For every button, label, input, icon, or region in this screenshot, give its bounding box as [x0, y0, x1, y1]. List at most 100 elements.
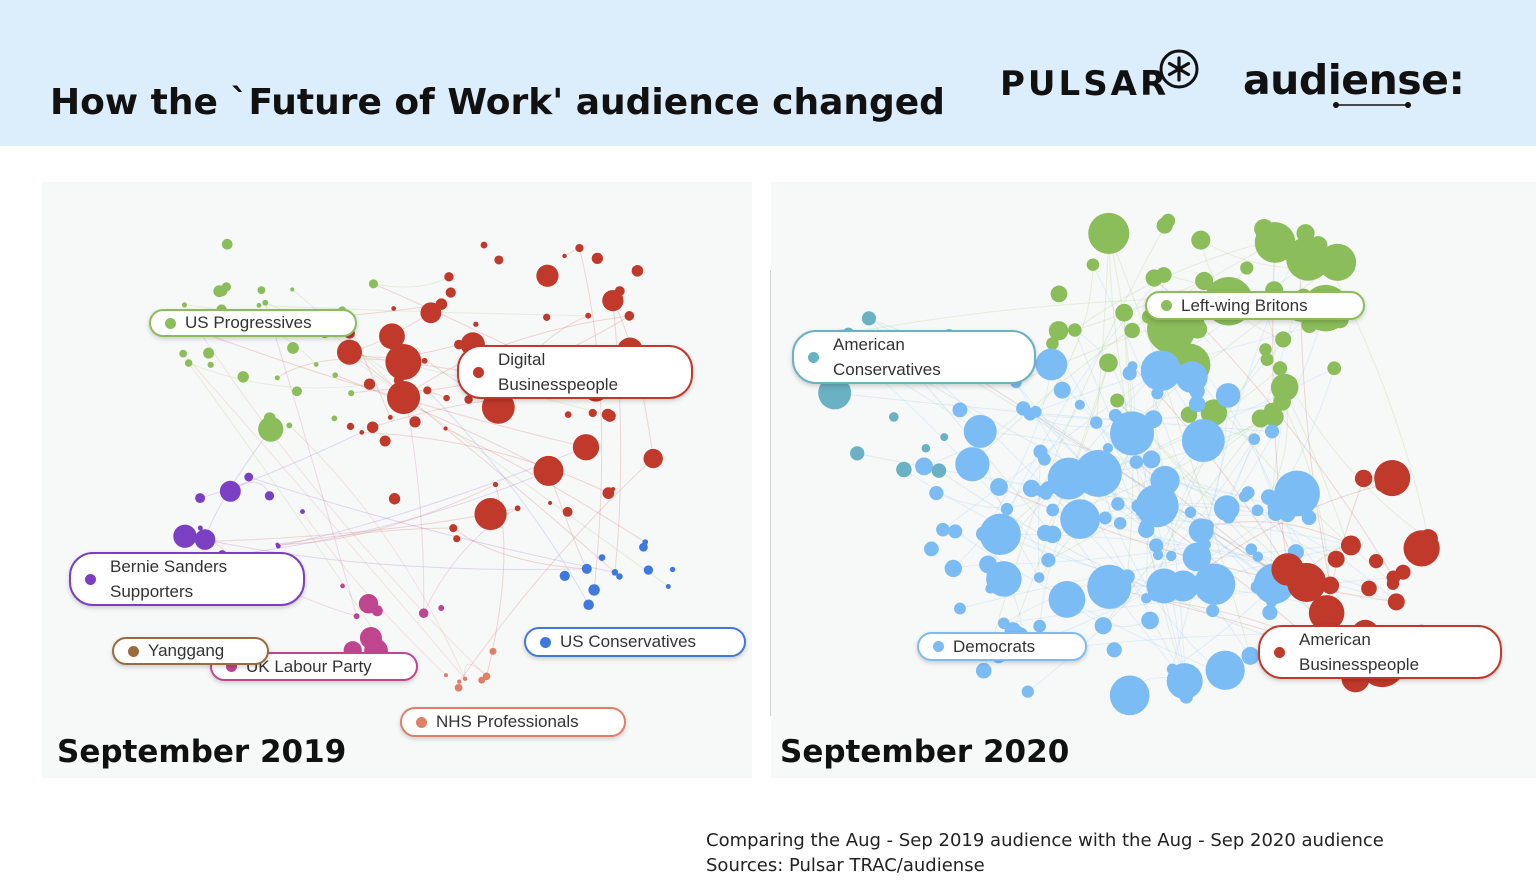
- network-node: [388, 493, 401, 505]
- network-node: [940, 433, 949, 442]
- network-node: [1287, 562, 1327, 602]
- network-node: [931, 463, 947, 478]
- democrats-dot-icon: [933, 641, 944, 652]
- network-node: [1184, 506, 1197, 519]
- network-node: [457, 679, 462, 684]
- network-node: [1386, 570, 1401, 585]
- label-line: Bernie Sanders: [110, 557, 228, 576]
- network-node: [1341, 535, 1361, 556]
- network-node: [480, 241, 488, 249]
- network-edge: [361, 431, 609, 494]
- network-node: [1267, 500, 1281, 514]
- network-node: [1046, 503, 1060, 517]
- network-node: [473, 321, 479, 327]
- network-edge: [199, 331, 587, 448]
- network-node: [348, 390, 355, 397]
- network-node: [194, 529, 216, 550]
- network-node: [1129, 455, 1144, 469]
- network-node: [418, 608, 429, 618]
- network-node: [445, 287, 456, 298]
- digital-businesspeople-dot-icon: [473, 366, 484, 378]
- network-node: [1248, 433, 1261, 445]
- network-node: [1296, 224, 1315, 243]
- network-edge: [1029, 401, 1283, 420]
- network-node: [237, 371, 249, 383]
- network-node: [290, 342, 295, 347]
- network-node: [1119, 569, 1135, 585]
- network-node: [286, 422, 293, 429]
- label-us-progressives: US Progressives: [149, 309, 357, 337]
- network-node: [464, 395, 473, 404]
- label-line: American: [1299, 630, 1371, 649]
- network-node: [1205, 650, 1245, 690]
- header-banner: [0, 0, 1536, 146]
- network-edge: [182, 353, 466, 680]
- network-panel-2020: [771, 182, 1536, 778]
- label-text: Yanggang: [148, 641, 225, 660]
- network-node: [290, 287, 295, 292]
- network-node: [588, 584, 600, 596]
- label-left-wing-britons: Left-wing Britons: [1145, 291, 1365, 320]
- network-node: [489, 647, 497, 655]
- network-edge: [1164, 480, 1397, 603]
- network-node: [1262, 604, 1278, 621]
- network-node: [300, 509, 305, 514]
- network-node: [924, 541, 939, 557]
- label-line: Businesspeople: [498, 375, 619, 394]
- panel-divider: [770, 270, 771, 716]
- network-node: [292, 386, 302, 397]
- network-node: [443, 426, 448, 431]
- network-node: [379, 323, 405, 350]
- network-node: [178, 540, 183, 544]
- network-node: [213, 285, 226, 298]
- network-node: [346, 422, 355, 431]
- label-text: Democrats: [953, 636, 1036, 656]
- label-text: US Progressives: [185, 313, 312, 332]
- network-node: [1163, 590, 1175, 602]
- network-node: [1241, 486, 1255, 500]
- network-node: [363, 378, 376, 390]
- network-edge: [464, 663, 487, 679]
- network-node: [1264, 424, 1280, 439]
- network-node: [219, 480, 241, 502]
- label-uk-labour-party: UK Labour Party: [210, 652, 418, 681]
- network-edge: [199, 431, 362, 499]
- network-node: [585, 312, 592, 319]
- network-node: [359, 430, 365, 435]
- label-american-businesspeople: American Businesspeople: [1258, 625, 1502, 679]
- network-node: [1033, 619, 1046, 633]
- label-text: NHS Professionals: [436, 712, 579, 731]
- network-edge: [302, 511, 447, 676]
- network-edge: [452, 527, 587, 570]
- network-node: [1274, 470, 1320, 517]
- network-node: [1200, 519, 1214, 533]
- network-node: [1155, 267, 1172, 283]
- audiense-logo-underline-icon: [1333, 102, 1411, 108]
- network-node: [423, 386, 432, 395]
- network-node: [1328, 258, 1343, 273]
- network-node: [614, 286, 625, 297]
- network-node: [1193, 563, 1236, 605]
- network-node: [639, 542, 648, 552]
- network-node: [184, 359, 193, 367]
- page-title: How the `Future of Work' audience change…: [50, 82, 945, 123]
- network-edge: [1288, 383, 1429, 540]
- network-edge: [426, 390, 590, 605]
- network-edge: [1188, 364, 1394, 585]
- yanggang-dot-icon: [128, 645, 139, 657]
- network-node: [379, 435, 391, 447]
- network-node: [1175, 361, 1208, 393]
- network-node: [462, 676, 468, 682]
- network-node: [1252, 551, 1264, 562]
- network-edge: [983, 364, 1052, 535]
- network-node: [1044, 362, 1058, 375]
- network-node: [1124, 322, 1140, 339]
- network-node: [1110, 393, 1125, 408]
- network-node: [1098, 511, 1112, 525]
- network-edge: [954, 530, 1221, 673]
- network-edge: [277, 484, 496, 545]
- network-edge: [264, 302, 358, 617]
- network-node: [602, 487, 615, 499]
- network-node: [665, 584, 671, 589]
- network-node: [979, 555, 998, 574]
